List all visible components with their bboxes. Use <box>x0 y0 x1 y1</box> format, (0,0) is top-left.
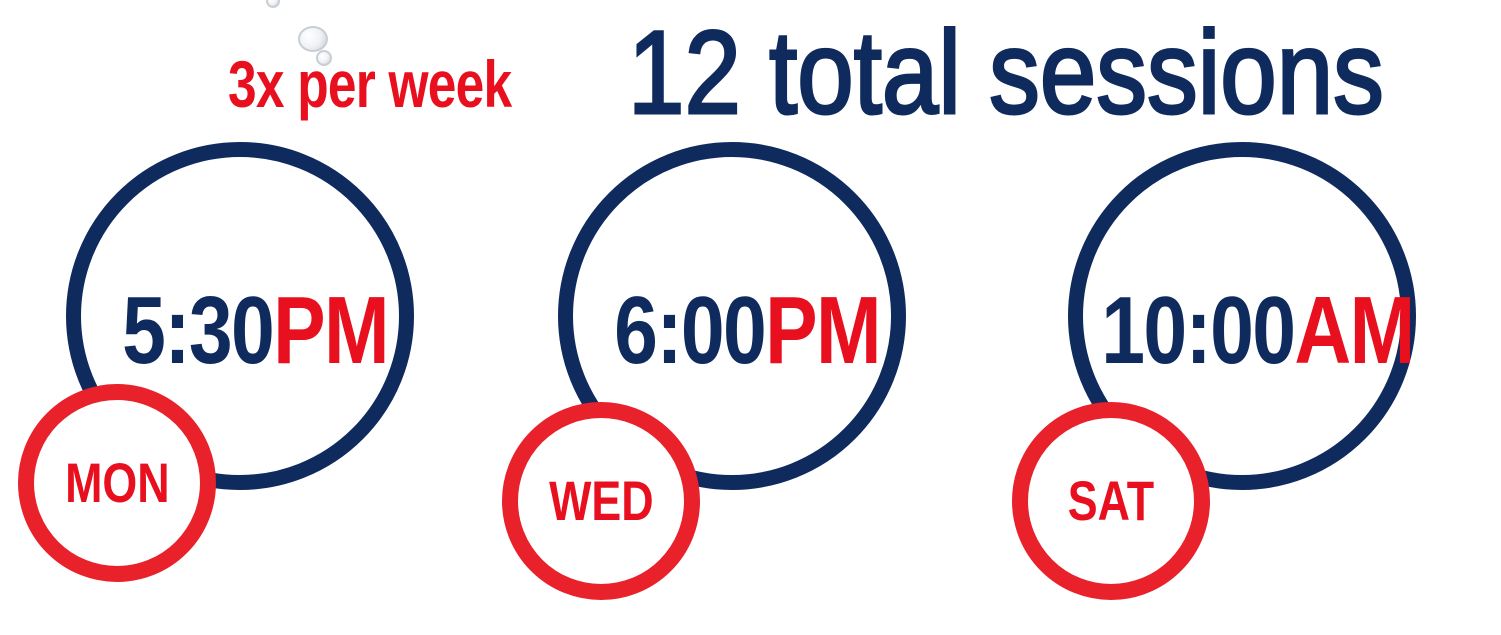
time-meridiem: PM <box>273 277 389 384</box>
day-label: MON <box>64 451 170 514</box>
time-value: 6:00 <box>614 277 767 384</box>
water-bubbles-decoration <box>262 0 342 70</box>
headline: 3x per week 12 total sessions <box>0 0 1501 140</box>
sessions-per-week: 3x per week <box>228 47 512 121</box>
day-label: SAT <box>1067 469 1155 532</box>
time-value: 5:30 <box>122 277 275 384</box>
time-value: 10:00 <box>1100 277 1296 384</box>
time-meridiem: AM <box>1294 277 1415 384</box>
day-circle: MON <box>18 384 216 582</box>
session-time: 10:00AM <box>1101 283 1415 379</box>
day-circle: WED <box>502 402 700 600</box>
session-card-sat: 10:00AM SAT <box>1010 140 1416 600</box>
day-circle: SAT <box>1012 402 1210 600</box>
session-time: 6:00PM <box>614 283 881 379</box>
day-label: WED <box>548 469 654 532</box>
time-meridiem: PM <box>765 277 881 384</box>
session-card-mon: 5:30PM MON <box>16 140 414 600</box>
total-sessions: 12 total sessions <box>627 7 1385 140</box>
session-card-wed: 6:00PM WED <box>500 140 906 600</box>
session-time: 5:30PM <box>122 283 389 379</box>
